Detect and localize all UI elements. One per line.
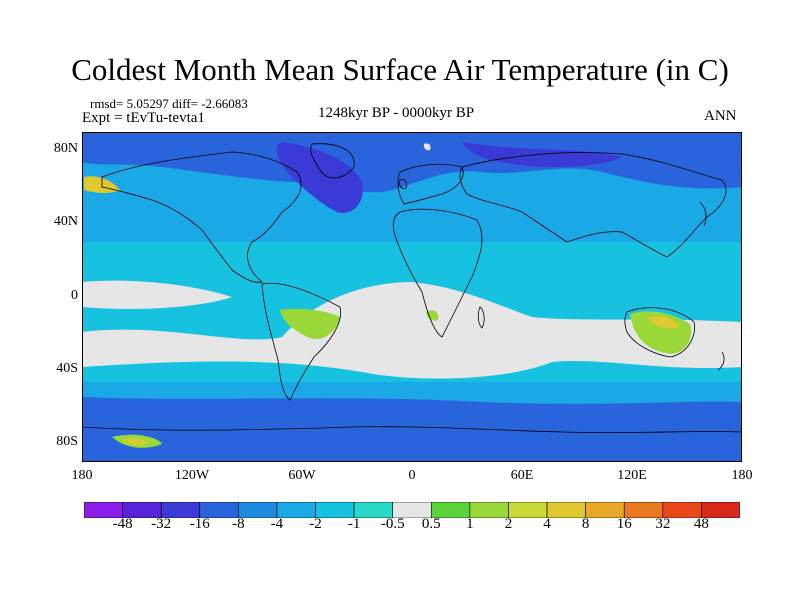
lat-label-40n: 40N: [53, 214, 78, 229]
australia-hot-patch: [647, 316, 680, 329]
map-frame: [82, 132, 742, 462]
siberia-cold-zone: [462, 142, 622, 168]
colorbar-label: 16: [616, 516, 632, 532]
antarctica-coast: [82, 426, 742, 433]
new-zealand-coast: [717, 351, 725, 371]
lon-label-120w: 120W: [174, 468, 210, 483]
lon-label-60w: 60W: [288, 468, 316, 483]
tropical-near-zero-patch: [82, 280, 232, 309]
northern-cool-zone: [82, 132, 742, 193]
colorbar-label: -48: [112, 516, 133, 532]
lon-label-180w: 180: [71, 468, 93, 483]
europe-coast: [397, 163, 464, 205]
lon-label-60e: 60E: [510, 468, 534, 483]
africa-coast: [392, 208, 483, 338]
colorbar-label: -32: [151, 516, 172, 532]
lat-label-equator: 0: [71, 288, 78, 303]
experiment-label: Expt = tEvTu-tevta1: [82, 110, 205, 126]
colorbar-label: 48: [693, 516, 709, 532]
arctic-near-zero-spot: [423, 143, 431, 151]
antarctic-hot-patch: [122, 438, 148, 445]
season-label: ANN: [704, 108, 737, 124]
colorbar-label: 1: [466, 516, 474, 532]
south-america-coast: [261, 282, 342, 401]
colorbar-label: -16: [189, 516, 210, 532]
rmsd-diff-label: rmsd= 5.05297 diff= -2.66083: [90, 96, 248, 111]
australia-coast: [624, 307, 695, 358]
temperature-map: [82, 132, 742, 462]
lon-label-180e: 180: [731, 468, 753, 483]
south-america-warm-patch: [280, 308, 340, 340]
southern-cool-zone: [82, 397, 742, 462]
colorbar-label: 2: [504, 516, 513, 532]
madagascar-coast: [477, 306, 485, 329]
colorbar-label: -8: [232, 516, 245, 532]
colorbar-label: 32: [655, 516, 671, 532]
map-title: Coldest Month Mean Surface Air Temperatu…: [71, 52, 729, 87]
uk-coast: [399, 179, 407, 189]
colorbar-label: -2: [309, 516, 322, 532]
north-america-coast: [101, 151, 302, 283]
colorbar-label: -4: [270, 516, 284, 532]
coastlines: [82, 143, 742, 433]
colorbar-label: 8: [581, 516, 590, 532]
lat-label-40s: 40S: [56, 361, 78, 376]
colorbar-label: -0.5: [380, 516, 405, 532]
north-atlantic-coldest-zone: [276, 142, 363, 213]
colorbar-label: 4: [543, 516, 551, 532]
lat-label-80s: 80S: [56, 434, 78, 449]
colorbar-labels: -48 -32 -16 -8 -4 -2 -1 -0.5 0.5 1 2 4 8 16 32 48: [0, 516, 800, 540]
colorbar-label: 0.5: [421, 516, 441, 532]
japan-coast: [699, 201, 707, 227]
southern-near-zero-band: [82, 282, 742, 379]
asia-coast: [459, 152, 727, 258]
lon-label-0: 0: [408, 468, 416, 483]
colorbar-label: -1: [347, 516, 361, 532]
greenland-coast: [310, 143, 355, 179]
lat-label-80n: 80N: [53, 141, 78, 156]
africa-warm-patch: [426, 310, 439, 321]
period-label: 1248kyr BP - 0000kyr BP: [318, 105, 475, 121]
colorbar: [84, 502, 740, 518]
lon-label-120e: 120E: [617, 468, 647, 483]
